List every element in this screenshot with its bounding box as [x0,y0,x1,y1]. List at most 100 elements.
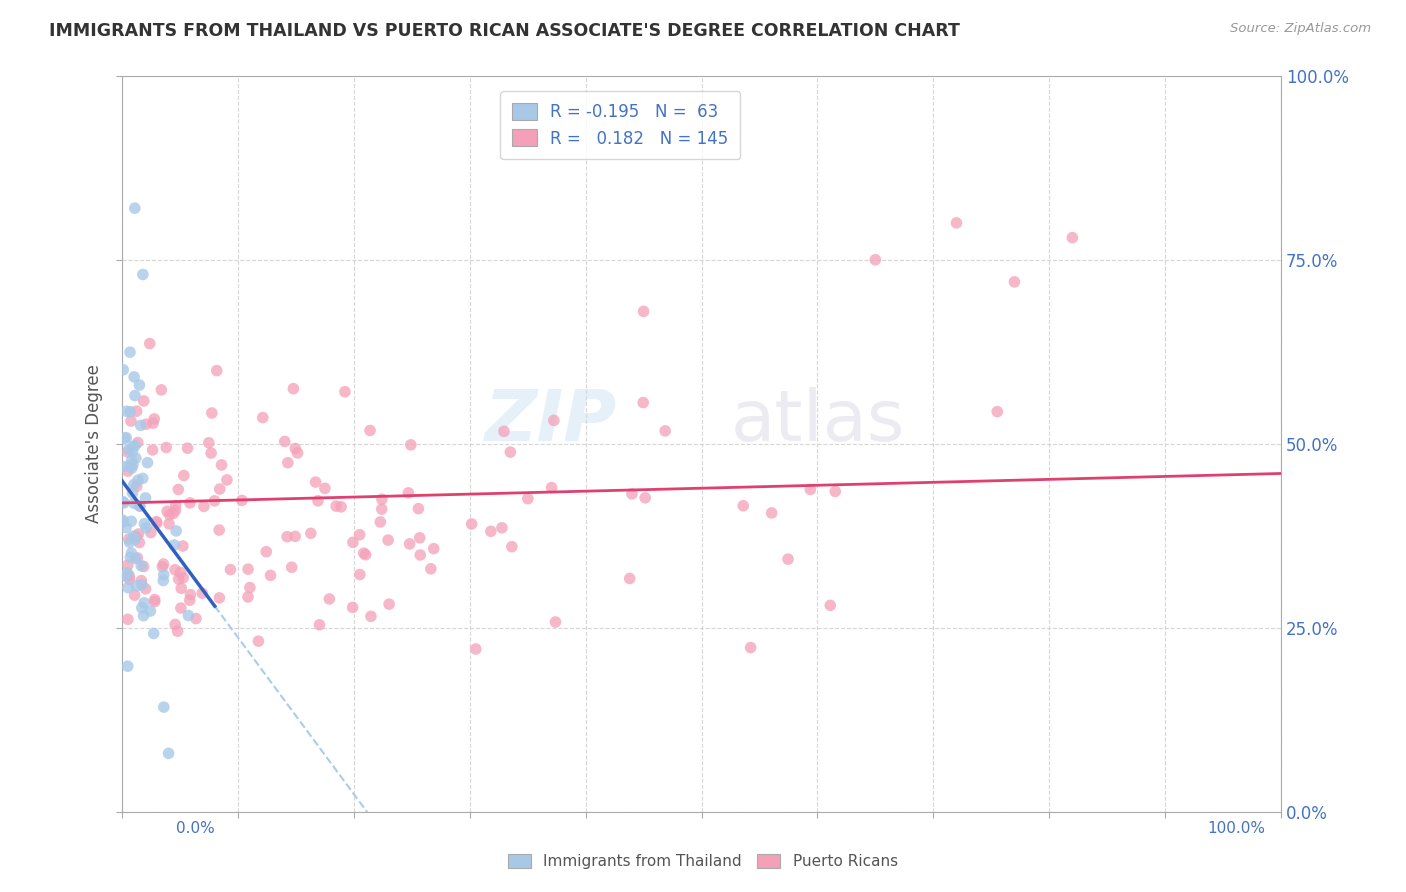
Point [125,579,148,593]
Point [277,456,299,470]
Point [138,336,160,351]
Point [142,442,165,457]
Point [121,444,143,458]
Point [143,594,166,608]
Point [124,551,146,566]
Point [342,535,364,549]
Point [120,458,142,473]
Text: Source: ZipAtlas.com: Source: ZipAtlas.com [1230,22,1371,36]
Point [179,496,201,510]
Point [114,569,136,583]
Point [176,441,198,455]
Point [112,459,135,474]
Point [314,481,336,495]
Point [634,491,657,505]
Point [118,345,141,359]
Point [155,441,177,455]
Point [127,527,149,541]
Point [152,557,174,571]
Point [422,541,444,556]
Point [127,435,149,450]
Point [200,446,222,460]
Point [353,546,375,560]
Point [368,515,391,529]
Point [131,578,153,592]
Point [150,383,173,397]
Point [135,491,157,505]
Point [399,438,422,452]
Point [125,404,148,418]
Point [115,404,138,418]
Point [142,626,165,640]
Point [117,442,139,457]
Text: 100.0%: 100.0% [1208,821,1265,836]
Point [173,468,195,483]
Point [127,550,149,565]
Point [236,590,259,604]
Point [134,516,156,531]
Point [121,486,143,500]
Point [120,414,142,428]
Point [117,558,139,572]
Point [299,526,322,541]
Point [378,597,401,611]
Point [492,425,515,439]
Point [733,499,755,513]
Point [820,599,842,613]
Point [143,412,166,426]
Point [398,537,420,551]
Point [132,394,155,409]
Point [501,540,523,554]
Point [349,527,371,541]
Point [409,548,432,562]
Point [131,574,153,588]
Point [499,445,522,459]
Point [308,617,330,632]
Point [115,520,138,534]
Point [239,581,262,595]
Point [170,601,193,615]
Point [247,634,270,648]
Point [121,440,143,454]
Point [631,395,654,409]
Point [143,592,166,607]
Point [118,569,141,583]
Point [325,499,347,513]
Point [136,456,159,470]
Point [204,493,226,508]
Text: atlas: atlas [730,387,904,457]
Point [419,562,441,576]
Point [371,492,394,507]
Point [236,562,259,576]
Point [464,642,486,657]
Point [114,431,136,445]
Point [162,507,184,521]
Point [124,533,146,547]
Point [408,501,430,516]
Point [283,382,305,396]
Point [167,483,190,497]
Point [165,503,187,517]
Point [135,417,157,432]
Point [117,659,139,673]
Point [112,496,135,510]
Legend: Immigrants from Thailand, Puerto Ricans: Immigrants from Thailand, Puerto Ricans [502,848,904,875]
Point [128,499,150,513]
Point [112,513,135,527]
Point [124,388,146,402]
Point [208,482,231,496]
Point [761,506,783,520]
Point [145,515,167,529]
Point [163,563,186,577]
Point [152,567,174,582]
Point [318,591,340,606]
Point [330,500,353,514]
Point [117,566,139,580]
Text: ZIP: ZIP [485,387,617,457]
Point [124,439,146,453]
Point [132,471,155,485]
Point [129,558,152,573]
Point [112,363,135,377]
Point [354,548,377,562]
Point [396,486,419,500]
